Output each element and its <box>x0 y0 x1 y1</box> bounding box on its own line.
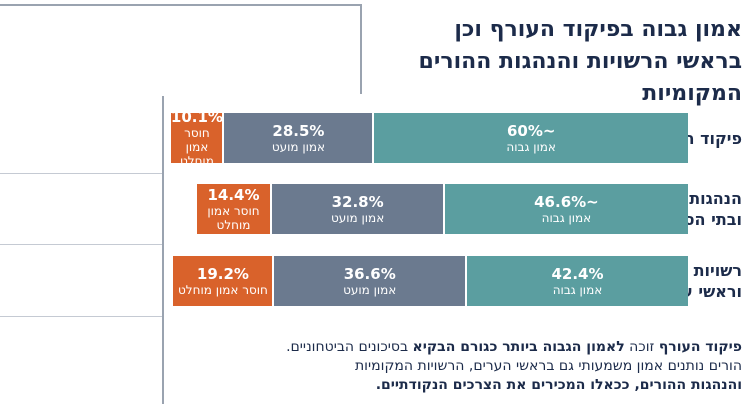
note-line: הורים נותנים אמון משמעותי גם בראשי הערים… <box>172 357 742 376</box>
segment-label: אמון גבוה <box>541 210 592 225</box>
value-label: 10.1% <box>171 113 223 126</box>
bar-segment: 42.4% אמון גבוה <box>466 256 688 306</box>
value-label: 32.8% <box>331 192 384 211</box>
bar-segment: ~60% אמון גבוה <box>374 113 688 163</box>
value-label: 19.2% <box>196 264 249 283</box>
value-label: ~60% <box>506 121 556 140</box>
note-text: והנהגות ההורים, ככאלו המכירים את הצרכים … <box>375 377 742 393</box>
bar-segment: 28.5% אמון מועט <box>224 113 373 163</box>
note-line: פיקוד העורף זוכה לאמון הגבוה ביותר כגורם… <box>172 338 742 357</box>
row-separator <box>0 316 162 317</box>
chart-title: אמון גבוה בפיקוד העורף וכן בראשי הרשויות… <box>418 17 742 106</box>
row-separator <box>0 244 162 245</box>
segment-label: אמון גבוה <box>506 139 556 154</box>
divider <box>162 96 164 404</box>
segment-label: חוסר אמון מוחלט <box>179 125 214 164</box>
value-label: 14.4% <box>207 185 260 204</box>
segment-label: אמון מועט <box>330 210 385 225</box>
title-frame <box>0 4 362 6</box>
title-frame <box>360 4 362 94</box>
segment-label: חוסר אמון מוחלט <box>178 282 268 297</box>
bar-segment: 19.2% חוסר אמון מוחלט <box>173 256 273 306</box>
note-text: הורים נותנים אמון משמעותי גם בראשי הערים… <box>354 358 742 374</box>
bar-segment: 32.8% אמון מועט <box>272 184 443 234</box>
segment-label: חוסר אמון מוחלט <box>207 203 260 232</box>
note-text: בסיכונים הביטחוניים. <box>286 339 413 355</box>
note: פיקוד העורף זוכה לאמון הגבוה ביותר כגורם… <box>172 338 742 395</box>
value-label: 42.4% <box>551 264 604 283</box>
value-label: 36.6% <box>343 264 396 283</box>
segment-label: אמון מועט <box>271 139 326 154</box>
note-text: לאמון הגבוה ביותר כגורם הבקיא <box>412 339 625 355</box>
bar-segment: ~46.6% אמון גבוה <box>444 184 688 234</box>
row-separator <box>0 173 162 174</box>
note-line: והנהגות ההורים, ככאלו המכירים את הצרכים … <box>172 376 742 395</box>
bar-segment: 10.1% חוסר אמון מוחלט <box>171 113 223 164</box>
note-text: פיקוד העורף <box>658 339 742 355</box>
segment-label: אמון גבוה <box>552 282 603 297</box>
value-label: 28.5% <box>272 121 325 140</box>
bar-segment: 14.4% חוסר אמון מוחלט <box>196 184 271 234</box>
value-label: ~46.6% <box>534 192 599 211</box>
segment-label: אמון מועט <box>343 282 397 297</box>
bar-segment: 36.6% אמון מועט <box>274 256 465 306</box>
note-text: זוכה <box>624 339 659 355</box>
